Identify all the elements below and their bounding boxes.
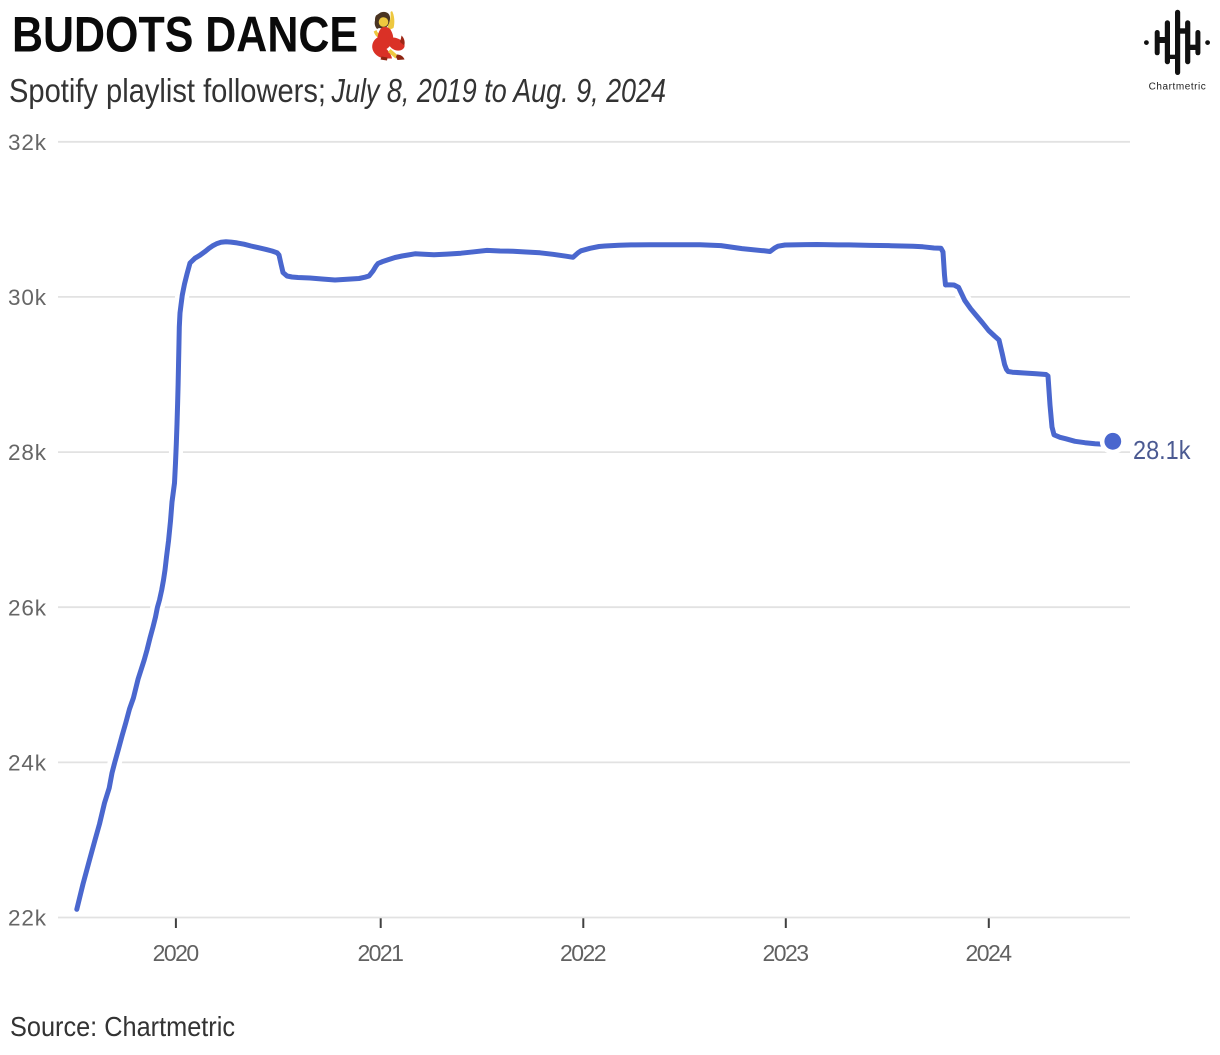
svg-text:Spotify playlist followers;: Spotify playlist followers;	[9, 72, 326, 109]
svg-text:2022: 2022	[560, 940, 607, 966]
svg-text:22k: 22k	[8, 906, 47, 931]
svg-text:28.1k: 28.1k	[1133, 435, 1191, 465]
svg-text:Source: Chartmetric: Source: Chartmetric	[10, 1011, 235, 1042]
svg-text:24k: 24k	[8, 751, 47, 776]
svg-text:2024: 2024	[966, 940, 1013, 966]
svg-text:Chartmetric: Chartmetric	[1149, 82, 1207, 93]
svg-text:2023: 2023	[763, 940, 810, 966]
svg-text:July 8, 2019 to Aug. 9, 2024: July 8, 2019 to Aug. 9, 2024	[331, 72, 666, 109]
svg-text:32k: 32k	[8, 130, 47, 155]
svg-text:2021: 2021	[357, 940, 404, 966]
svg-text:2020: 2020	[153, 940, 200, 966]
svg-text:BUDOTS DANCE: BUDOTS DANCE	[12, 6, 358, 63]
svg-text:26k: 26k	[8, 595, 47, 620]
svg-text:30k: 30k	[8, 285, 47, 310]
svg-text:28k: 28k	[8, 440, 47, 465]
